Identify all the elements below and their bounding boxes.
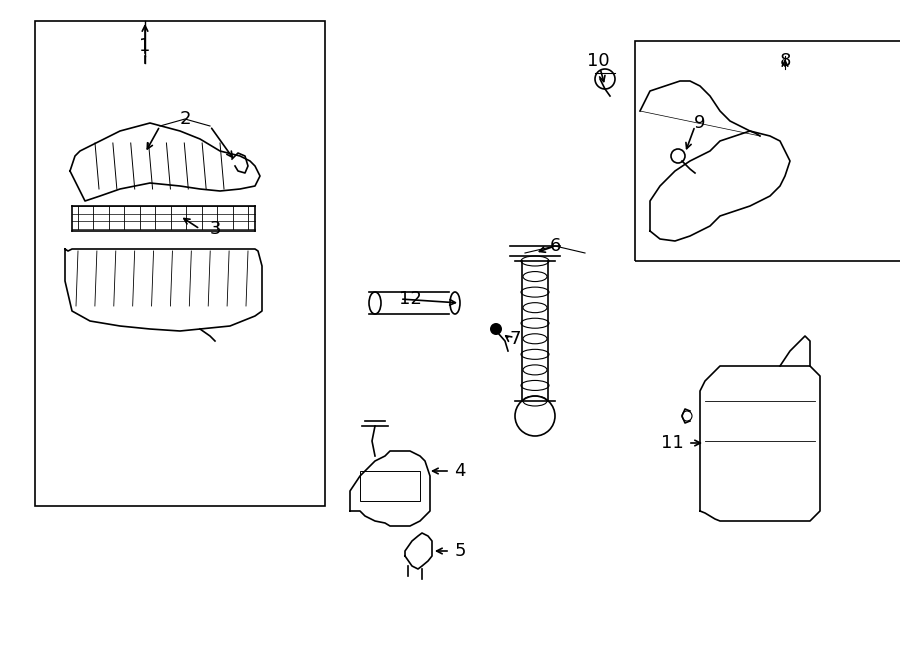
Text: 9: 9	[694, 114, 706, 132]
Bar	[360, 471, 420, 501]
Text: 8: 8	[779, 52, 791, 70]
Text: 4: 4	[454, 462, 466, 480]
Circle shape	[490, 323, 502, 335]
Text: 1: 1	[140, 37, 150, 55]
Text: 12: 12	[399, 290, 421, 308]
Text: 11: 11	[661, 434, 683, 452]
Text: 2: 2	[179, 110, 191, 128]
Text: 6: 6	[549, 237, 561, 255]
Text: 3: 3	[209, 220, 220, 238]
Bar	[635, 41, 900, 261]
Text: 10: 10	[587, 52, 609, 70]
Text: 5: 5	[454, 542, 466, 560]
Text: 7: 7	[509, 330, 521, 348]
Bar	[35, 21, 325, 506]
